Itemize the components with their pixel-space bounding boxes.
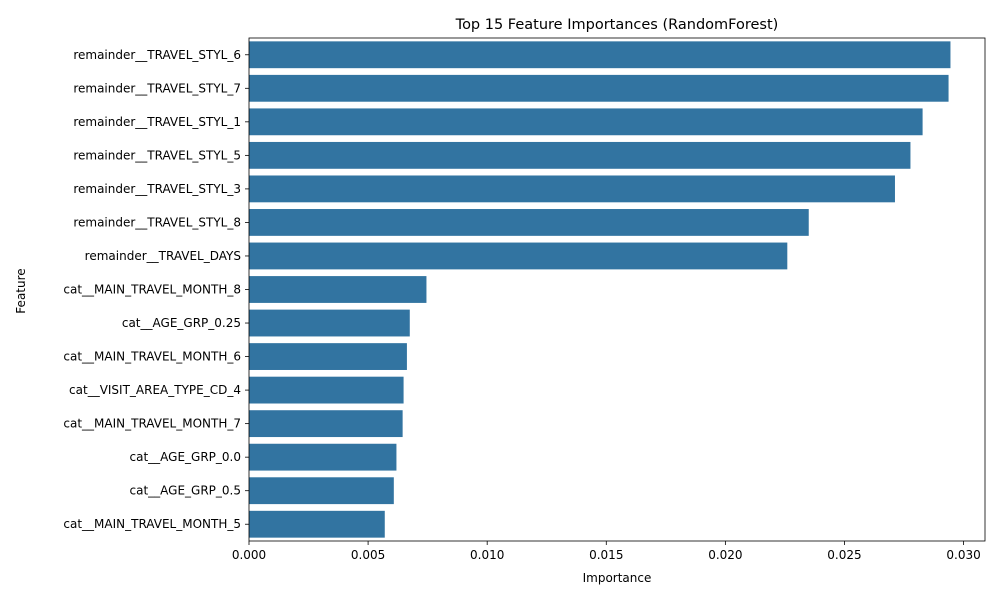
x-axis-title: Importance	[583, 571, 652, 585]
x-tick-label: 0.015	[589, 548, 623, 562]
bar	[249, 141, 911, 169]
bar	[249, 209, 809, 236]
x-tick-label: 0.030	[946, 548, 980, 562]
bar	[249, 242, 788, 270]
bar	[249, 510, 385, 538]
y-axis-ticks: remainder__TRAVEL_STYL_6 remainder__TRAVE…	[63, 48, 249, 531]
axes-frame	[248, 37, 986, 542]
y-tick-label: cat__AGE_GRP_0.5	[130, 484, 242, 498]
y-tick-label: remainder__TRAVEL_STYL_8	[73, 215, 241, 229]
plot-frame	[248, 37, 986, 542]
bar	[249, 276, 427, 303]
y-tick-label: cat__VISIT_AREA_TYPE_CD_4	[69, 383, 241, 397]
y-tick-label: remainder__TRAVEL_STYL_3	[73, 182, 241, 196]
y-tick-label: cat__MAIN_TRAVEL_MONTH_7	[63, 417, 241, 431]
y-tick-label: remainder__TRAVEL_STYL_6	[73, 48, 241, 62]
x-tick-label: 0.020	[708, 548, 742, 562]
y-tick-label: cat__MAIN_TRAVEL_MONTH_5	[63, 517, 241, 531]
chart-title: Top 15 Feature Importances (RandomForest…	[455, 17, 779, 33]
bar	[249, 343, 407, 370]
y-tick-label: remainder__TRAVEL_DAYS	[85, 249, 241, 263]
y-tick-label: remainder__TRAVEL_STYL_1	[73, 115, 241, 129]
bars-group	[249, 41, 951, 538]
y-tick-label: cat__AGE_GRP_0.0	[130, 450, 242, 464]
bar	[249, 376, 404, 404]
x-tick-label: 0.000	[232, 548, 266, 562]
y-tick-label: cat__AGE_GRP_0.25	[122, 316, 241, 330]
bar	[249, 175, 895, 203]
bar	[249, 477, 394, 505]
y-tick-label: remainder__TRAVEL_STYL_7	[73, 81, 241, 95]
y-axis-title: Feature	[14, 268, 28, 313]
bar	[249, 410, 403, 438]
bar	[249, 309, 410, 337]
x-tick-label: 0.010	[470, 548, 504, 562]
x-tick-label: 0.025	[827, 548, 861, 562]
x-tick-label: 0.005	[351, 548, 385, 562]
y-tick-label: remainder__TRAVEL_STYL_5	[73, 148, 241, 162]
bar	[249, 74, 949, 102]
y-tick-label: cat__MAIN_TRAVEL_MONTH_8	[63, 283, 241, 297]
bar	[249, 443, 397, 471]
bar	[249, 108, 923, 136]
x-axis-ticks: 0.000 0.005 0.010 0.015 0.020 0.025 0.030	[232, 541, 981, 562]
y-tick-label: cat__MAIN_TRAVEL_MONTH_6	[63, 350, 241, 364]
bar	[249, 41, 951, 69]
